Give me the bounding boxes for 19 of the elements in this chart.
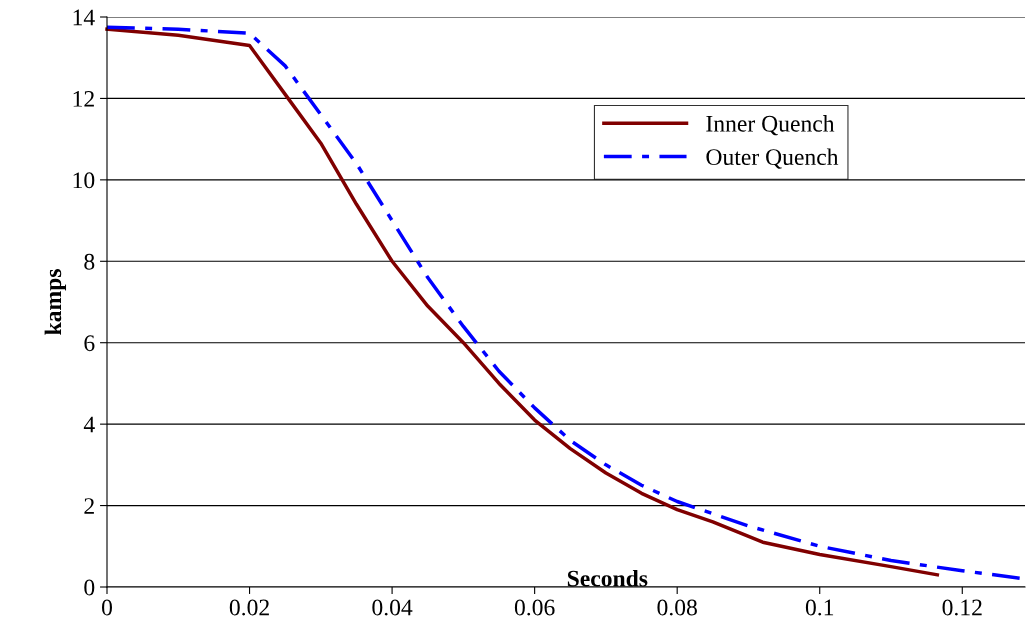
y-tick-label: 6 [84, 335, 95, 352]
y-tick-label: 8 [84, 253, 95, 270]
x-tick-label: 0.02 [229, 599, 269, 616]
x-axis-title: Seconds [567, 569, 648, 587]
y-tick-label: 12 [73, 90, 94, 107]
x-tick-label: 0.08 [657, 599, 697, 616]
x-tick-label: 0.04 [372, 599, 413, 616]
x-tick-label: 0.06 [514, 599, 555, 616]
y-axis-title: kamps [44, 269, 67, 335]
y-tick-label: 10 [73, 172, 95, 189]
legend-label: Outer Quench [706, 148, 839, 169]
x-tick-label: 0 [102, 599, 112, 616]
x-tick-label: 0.12 [942, 599, 982, 616]
y-tick-label: 14 [73, 9, 95, 26]
y-tick-label: 4 [83, 416, 95, 433]
y-tick-label: 2 [84, 498, 94, 514]
y-tick-label: 0 [84, 579, 95, 596]
legend-label: Inner Quench [706, 115, 835, 136]
x-tick-label: 0.1 [805, 599, 834, 616]
